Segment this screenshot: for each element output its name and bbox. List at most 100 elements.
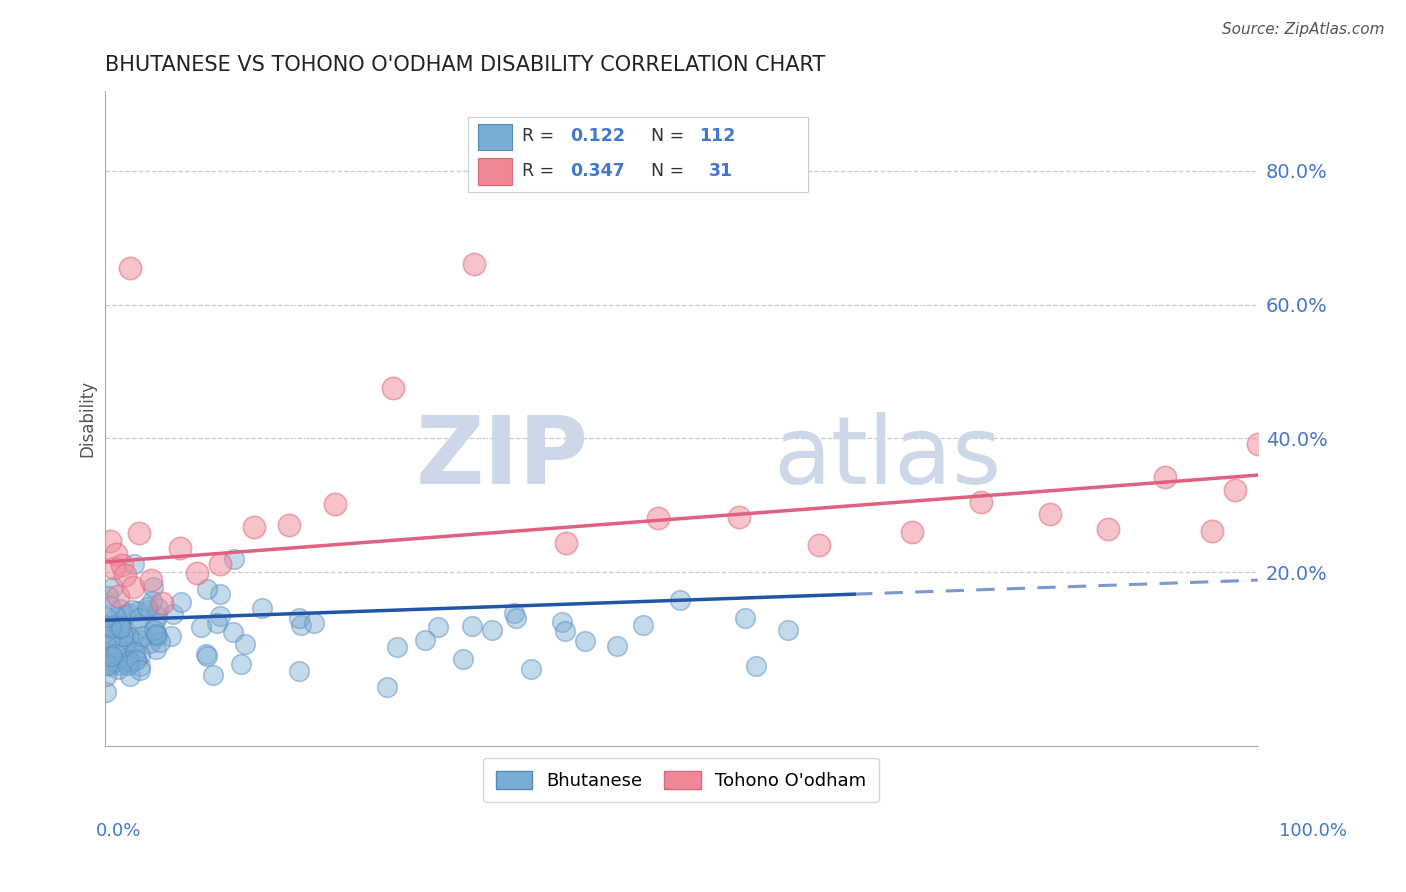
Point [551,615,574,630]
Point [209,586,232,600]
Point [114,568,136,582]
Point [115,650,138,665]
Point [145,608,167,623]
Point [108,621,131,635]
Point [108,602,131,616]
Point [124,635,146,649]
Point [141,581,163,595]
Point [103,561,125,575]
Y-axis label: Disability: Disability [79,380,96,457]
Point [111,558,134,572]
Point [108,658,131,673]
Point [110,616,132,631]
Point [135,600,157,615]
Point [900,524,922,539]
Point [145,642,167,657]
Point [190,620,212,634]
Point [146,629,169,643]
Point [143,623,166,637]
Point [502,606,524,620]
Point [205,615,228,630]
Point [250,600,273,615]
Point [302,616,325,631]
Point [128,658,150,673]
Point [98,599,121,613]
Point [117,657,139,672]
Point [105,609,128,624]
Point [375,680,398,694]
Point [734,611,756,625]
Point [554,624,576,638]
Point [129,664,152,678]
Point [122,558,145,572]
Point [229,657,252,671]
Point [1201,524,1223,538]
Point [1154,469,1177,483]
Point [115,644,138,658]
Point [98,618,121,632]
Point [118,653,141,667]
Point [233,637,256,651]
Point [463,257,485,271]
Point [647,511,669,525]
Point [125,652,148,666]
Point [118,656,141,670]
Point [114,607,136,622]
Point [100,619,122,633]
Text: Source: ZipAtlas.com: Source: ZipAtlas.com [1222,22,1385,37]
Point [208,557,231,571]
Text: 100.0%: 100.0% [1279,822,1347,840]
Point [128,611,150,625]
Point [96,657,118,672]
Point [112,629,135,643]
Point [128,616,150,631]
Point [97,590,120,604]
Point [94,642,117,657]
Text: atlas: atlas [773,411,1001,504]
Point [118,630,141,644]
Text: 0.0%: 0.0% [96,822,141,840]
Point [451,651,474,665]
Point [195,582,218,596]
Point [118,655,141,669]
Point [117,629,139,643]
Point [121,602,143,616]
Point [808,538,831,552]
Point [170,595,193,609]
Point [101,580,124,594]
Point [94,653,117,667]
Point [98,533,121,548]
Point [143,615,166,630]
Point [288,611,311,625]
Point [221,624,243,639]
Point [108,619,131,633]
Point [505,611,527,625]
Point [145,626,167,640]
Point [243,520,266,534]
Point [131,629,153,643]
Point [278,518,301,533]
Point [105,616,128,631]
Point [136,602,159,616]
Point [194,647,217,661]
Point [290,618,312,632]
Text: ZIP: ZIP [416,411,589,504]
Legend: Bhutanese, Tohono O'odham: Bhutanese, Tohono O'odham [484,758,879,803]
Point [103,655,125,669]
Point [288,665,311,679]
Point [141,594,163,608]
Point [669,593,692,607]
Point [381,381,404,395]
Point [1097,522,1119,536]
Point [98,659,121,673]
Point [606,639,628,653]
Point [100,632,122,647]
Point [146,600,169,615]
Point [162,607,184,621]
Point [124,652,146,666]
Point [413,633,436,648]
Point [387,640,409,654]
Point [224,551,246,566]
Point [105,640,128,655]
Point [426,620,449,634]
